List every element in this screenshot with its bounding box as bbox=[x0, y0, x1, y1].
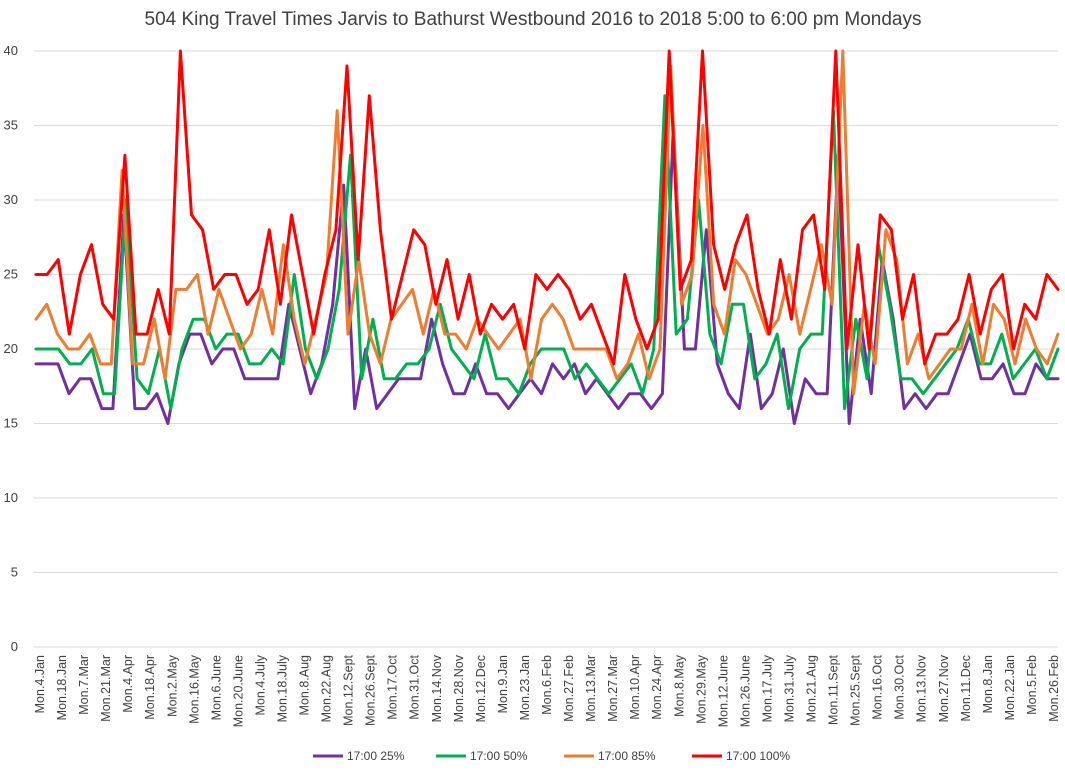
x-tick-label: Mon.22.Jan bbox=[1003, 655, 1017, 720]
y-tick-label: 40 bbox=[4, 43, 18, 58]
x-tick-label: Mon.30.Oct bbox=[893, 654, 907, 719]
x-tick-label: Mon.4.July bbox=[253, 654, 267, 715]
y-axis-ticks: 0 5 10 15 20 25 30 35 40 bbox=[4, 43, 18, 654]
x-tick-label: Mon.21.Mar bbox=[99, 655, 113, 722]
x-tick-label: Mon.25.Sept bbox=[849, 654, 863, 725]
y-tick-label: 10 bbox=[4, 490, 18, 505]
x-tick-label: Mon.27.Feb bbox=[562, 655, 576, 722]
x-tick-label: Mon.27.Nov bbox=[937, 654, 951, 722]
x-tick-label: Mon.21.Aug bbox=[805, 655, 819, 722]
series-line-2 bbox=[34, 49, 1060, 396]
y-tick-label: 0 bbox=[11, 639, 18, 654]
legend-label: 17:00 100% bbox=[726, 749, 790, 763]
y-tick-label: 15 bbox=[4, 416, 18, 431]
x-tick-label: Mon.6.Feb bbox=[540, 655, 554, 715]
legend-label: 17:00 85% bbox=[598, 749, 656, 763]
x-tick-label: Mon.11.Sept bbox=[827, 654, 841, 724]
x-tick-label: Mon.17.July bbox=[760, 654, 774, 722]
series-line-1 bbox=[34, 94, 1060, 411]
x-tick-label: Mon.2.May bbox=[165, 654, 179, 717]
x-tick-label: Mon.31.July bbox=[782, 654, 796, 722]
x-tick-label: Mon.4.Jan bbox=[33, 655, 47, 713]
x-tick-label: Mon.8.Aug bbox=[298, 655, 312, 716]
x-tick-label: Mon.12.Sept bbox=[342, 654, 356, 725]
x-tick-label: Mon.11.Dec bbox=[959, 655, 973, 721]
x-tick-label: Mon.31.Oct bbox=[408, 654, 422, 719]
y-tick-label: 30 bbox=[4, 192, 18, 207]
x-tick-label: Mon.20.June bbox=[231, 655, 245, 727]
x-tick-label: Mon.26.June bbox=[738, 655, 752, 727]
x-tick-label: Mon.24.Apr bbox=[650, 655, 664, 720]
x-tick-label: Mon.26.Sept bbox=[364, 654, 378, 725]
x-tick-label: Mon.8.May bbox=[672, 654, 686, 717]
x-tick-label: Mon.8.Jan bbox=[981, 655, 995, 713]
legend-label: 17:00 50% bbox=[470, 749, 528, 763]
x-tick-label: Mon.23.Jan bbox=[518, 655, 532, 720]
x-tick-label: Mon.29.May bbox=[694, 654, 708, 724]
x-tick-label: Mon.27.Mar bbox=[606, 655, 620, 722]
series-lines bbox=[34, 49, 1060, 425]
x-tick-label: Mon.16.May bbox=[187, 654, 201, 724]
x-tick-label: Mon.26.Feb bbox=[1047, 655, 1061, 722]
x-tick-label: Mon.18.Apr bbox=[143, 655, 157, 720]
x-tick-label: Mon.13.Nov bbox=[915, 654, 929, 722]
series-line-3 bbox=[34, 49, 1060, 366]
x-tick-label: Mon.22.Aug bbox=[320, 655, 334, 722]
x-tick-label: Mon.28.Nov bbox=[452, 654, 466, 722]
y-tick-label: 25 bbox=[4, 267, 18, 282]
x-tick-label: Mon.14.Nov bbox=[430, 654, 444, 722]
y-tick-label: 35 bbox=[4, 118, 18, 133]
x-tick-label: Mon.12.June bbox=[716, 655, 730, 727]
chart-title: 504 King Travel Times Jarvis to Bathurst… bbox=[145, 9, 922, 30]
x-tick-label: Mon.18.July bbox=[275, 654, 289, 722]
x-tick-label: Mon.4.Apr bbox=[121, 655, 135, 713]
x-tick-label: Mon.5.Feb bbox=[1025, 655, 1039, 715]
legend: 17:00 25% 17:00 50% 17:00 85% 17:00 100% bbox=[313, 749, 790, 763]
x-tick-label: Mon.7.Mar bbox=[77, 655, 91, 715]
x-tick-label: Mon.17.Oct bbox=[386, 654, 400, 719]
x-tick-label: Mon.13.Mar bbox=[584, 655, 598, 722]
x-tick-label: Mon.12.Dec bbox=[474, 655, 488, 722]
x-tick-label: Mon.18.Jan bbox=[55, 655, 69, 720]
x-tick-label: Mon.16.Oct bbox=[871, 654, 885, 719]
x-tick-label: Mon.6.June bbox=[209, 655, 223, 720]
x-tick-label: Mon.10.Apr bbox=[628, 655, 642, 720]
y-tick-label: 5 bbox=[11, 565, 18, 580]
x-tick-label: Mon.9.Jan bbox=[496, 655, 510, 713]
y-tick-label: 20 bbox=[4, 341, 18, 356]
legend-label: 17:00 25% bbox=[347, 749, 405, 763]
x-axis-ticks: Mon.4.Jan Mon.18.Jan Mon.7.Mar Mon.21.Mar Mo… bbox=[33, 654, 1061, 727]
